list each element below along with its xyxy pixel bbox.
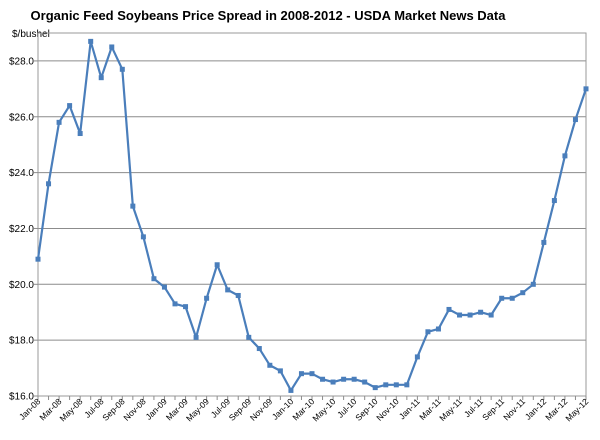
data-point [267,362,273,368]
data-point [183,304,189,310]
x-tick-label: May-12 [563,396,590,423]
data-point [404,382,410,388]
data-point [583,86,589,92]
data-point [67,103,73,109]
data-point [256,346,262,352]
data-point [457,312,463,318]
data-point [330,379,336,385]
data-point [298,371,304,377]
series-line [36,40,588,392]
data-point [572,117,578,123]
data-point [288,387,294,393]
data-point [109,44,115,50]
x-tick-label: Sep-09 [227,396,254,423]
data-point [467,312,473,318]
data-point [393,382,399,388]
plot-area-border [37,32,587,397]
data-point [309,371,315,377]
data-point [98,75,104,81]
data-point [341,376,347,382]
y-tick-label: $18.0 [9,336,34,347]
x-tick-label: May-08 [57,396,84,423]
x-tick-label: Sep-10 [353,396,380,423]
x-tick-label: May-11 [437,396,464,423]
x-tick-label: Sep-11 [480,396,506,422]
data-series [35,38,589,393]
data-point [383,382,389,388]
axes [34,32,587,400]
data-point [372,385,378,391]
data-point [425,329,431,335]
data-point [246,334,252,340]
data-point [119,66,125,72]
data-point [204,295,210,301]
data-point [551,198,557,204]
y-tick-label: $28.0 [9,56,34,67]
gridlines [38,60,586,397]
data-point [351,376,357,382]
data-point [193,334,199,340]
data-point [520,290,526,296]
data-point [320,376,326,382]
data-point [35,256,41,262]
data-point [362,379,368,385]
data-point [130,203,136,209]
data-point [56,119,62,125]
data-point [562,153,568,159]
y-tick-label: $20.0 [9,280,34,291]
y-tick-label: $22.0 [9,224,34,235]
data-point [541,239,547,245]
x-tick-label: Sep-08 [100,396,127,423]
y-tick-label: $26.0 [9,112,34,123]
chart-title: Organic Feed Soybeans Price Spread in 20… [31,8,507,23]
x-tick-label: Jan-11 [397,396,422,421]
data-point [499,295,505,301]
data-point [77,131,83,137]
data-point [478,309,484,315]
data-point [225,287,231,293]
data-point [414,354,420,360]
y-axis-label: $/bushel [12,29,50,40]
data-point [214,262,220,268]
y-tick-label: $16.0 [9,392,34,403]
data-point [46,181,52,187]
data-point [151,276,157,282]
x-tick-label: Nov-11 [501,396,527,422]
y-tick-label: $24.0 [9,168,34,179]
data-point [235,292,241,298]
x-tick-label: Nov-08 [121,396,148,423]
x-tick-label: May-09 [184,396,211,423]
data-point [277,368,283,374]
data-point [509,295,515,301]
x-tick-label: Nov-10 [374,396,401,423]
data-point [172,301,178,307]
x-tick-labels: Jan-08Mar-08May-08Jul-08Sep-08Nov-08Jan-… [17,396,591,423]
x-tick-label: Nov-09 [248,396,275,423]
data-point [446,306,452,312]
data-point [161,284,167,290]
data-point [140,234,146,240]
x-tick-label: May-10 [310,396,337,423]
data-point [530,281,536,287]
data-point [488,312,494,318]
y-tick-labels: $16.0 $18.0 $20.0 $22.0 $24.0 $26.0 $28.0 [9,56,34,402]
data-point [435,326,441,332]
data-point [88,38,94,44]
